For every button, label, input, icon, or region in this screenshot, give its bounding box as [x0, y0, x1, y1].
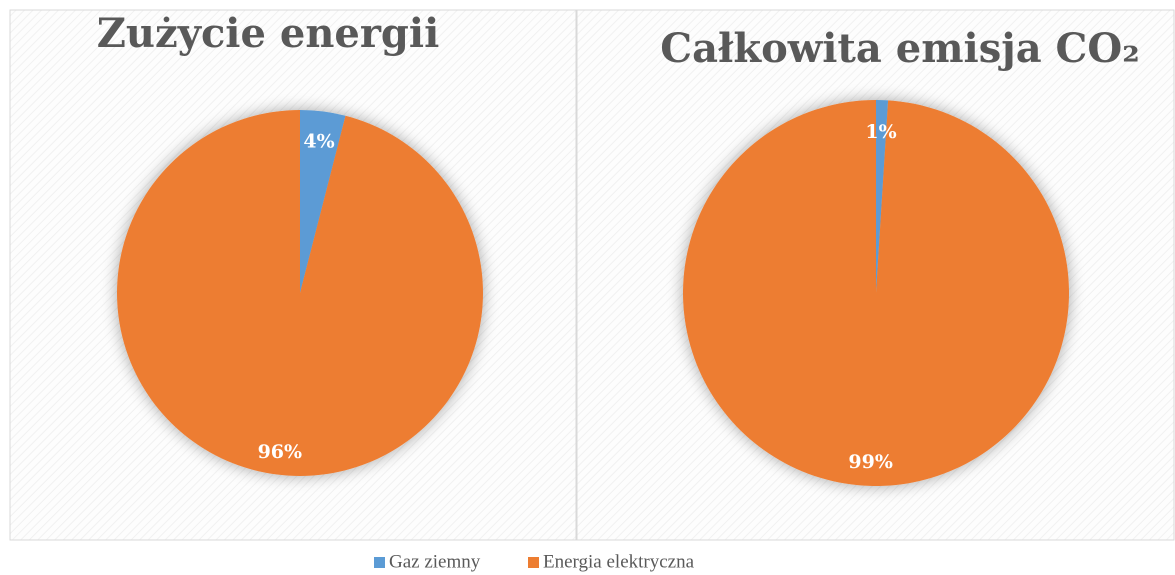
pie-slice [116, 110, 483, 476]
legend-label: Energia elektryczna [543, 551, 695, 572]
data-label: 99% [848, 451, 893, 473]
chart-title: Całkowita emisja CO₂ [660, 25, 1140, 72]
legend-label: Gaz ziemny [389, 551, 481, 572]
pie [683, 100, 1069, 486]
data-label: 4% [303, 130, 334, 152]
data-label: 96% [258, 441, 303, 463]
pie-slice [683, 100, 1069, 486]
legend-swatch [528, 557, 539, 568]
chart-title: Zużycie energii [97, 10, 440, 57]
data-label: 1% [865, 121, 896, 143]
pie-slice [876, 100, 889, 293]
legend-swatch [374, 557, 385, 568]
pie [116, 110, 483, 476]
pie-slice [300, 110, 346, 293]
